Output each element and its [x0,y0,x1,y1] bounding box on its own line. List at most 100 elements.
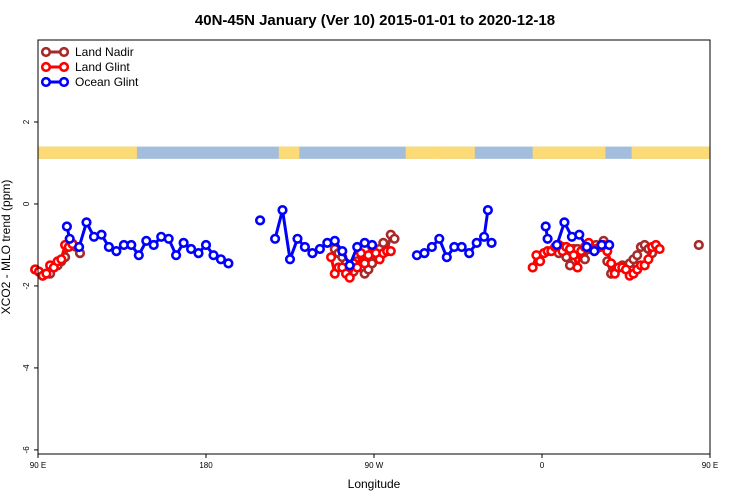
data-point [329,235,340,246]
data-point [178,237,189,248]
data-point [148,239,159,251]
data-point [277,205,288,216]
data-point [654,243,665,255]
data-point [56,254,67,265]
y-tick-label: -2 [22,282,31,290]
data-point [574,229,585,240]
legend-marker [40,61,52,73]
y-tick-label: -6 [22,446,31,454]
data-point [326,252,337,263]
legend-marker [40,46,52,58]
data-point [111,246,122,257]
chart-title: 40N-45N January (Ver 10) 2015-01-01 to 2… [195,12,555,29]
data-point [359,258,370,269]
data-point [632,250,643,261]
y-axis-label: XCO2 - MLO trend (ppm) [0,180,13,315]
data-point [61,221,73,232]
x-tick-label: 0 [540,461,545,470]
data-point [73,241,85,253]
legend-label: Land Nadir [75,45,134,59]
data-point [479,231,490,242]
x-tick-label: 180 [199,461,213,470]
data-point [605,258,617,269]
data-point [81,217,92,228]
data-point [559,217,570,228]
y-axis: -6 -4 -2 0 2 [22,119,38,453]
data-point [486,237,497,248]
data-point [41,268,52,279]
data-point [527,262,538,273]
data-point [96,229,107,240]
data-point [378,237,389,248]
strip-ocean [38,146,710,159]
data-point [643,254,654,265]
data-point [133,250,144,261]
legend-label: Land Glint [75,60,130,74]
data-point [292,233,303,244]
data-point [426,241,438,253]
y-tick-label: 2 [22,119,31,124]
data-point [534,256,546,267]
data-point [352,241,363,253]
data-point [482,205,494,216]
x-tick-label: 90 E [702,461,718,470]
data-point [223,258,234,269]
data-point [434,233,445,244]
data-point [589,246,600,257]
data-point [255,215,266,226]
data-point [464,248,475,259]
strip-land-segment [430,146,475,159]
data-point [193,248,204,259]
data-point [604,239,615,251]
data-point [367,239,378,251]
x-axis: 90 E 180 90 W 0 90 E [30,454,718,470]
data-point [200,239,212,251]
x-tick-label: 90 E [30,461,46,470]
data-point [456,241,467,253]
data-point [314,243,326,255]
strip-land-segment [38,146,137,159]
legend-label: Ocean Glint [75,75,139,89]
data-point [344,260,355,271]
y-tick-label: 0 [22,201,31,206]
data-point [385,246,396,257]
data-point [215,254,226,265]
data-point [389,233,400,244]
data-point [542,233,553,244]
surface-type-strip [38,146,710,159]
data-point [540,221,551,232]
strip-land-segment [278,146,300,159]
data-point [579,254,591,265]
data-point [103,241,114,253]
data-point [572,262,583,273]
strip-land-segment [631,146,710,159]
data-point [284,254,296,265]
data-point [171,250,182,261]
data-point [163,233,174,244]
data-point [568,250,579,261]
data-point [344,272,355,283]
data-point [693,239,704,251]
strip-land-segment [532,146,606,159]
data-point [186,243,197,255]
series-group [30,205,704,283]
legend-item: Land Glint [40,60,130,74]
data-point [64,233,75,244]
data-point [471,237,482,248]
data-point [299,241,311,253]
data-point [551,239,563,251]
legend-marker [40,76,52,88]
y-tick-label: -4 [22,364,31,372]
data-point [270,233,281,244]
legend-marker [58,76,70,88]
legend-marker [58,61,70,73]
series-ocean-glint [61,205,615,271]
legend-item: Land Nadir [40,45,134,59]
data-point [307,248,318,259]
data-point [337,246,348,257]
data-point [581,241,592,253]
legend-marker [58,46,70,58]
data-point [141,235,152,246]
